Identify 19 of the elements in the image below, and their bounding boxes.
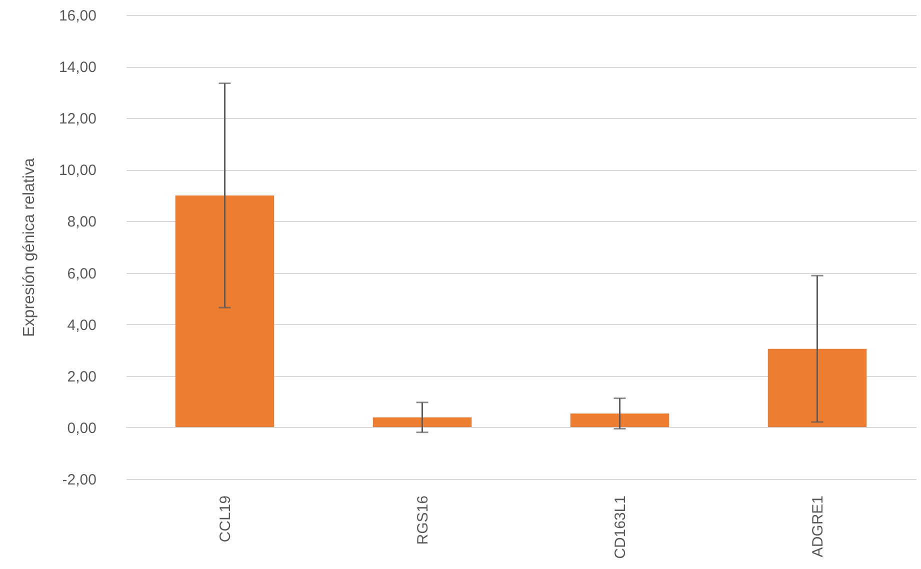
bar	[372, 417, 472, 428]
x-tick-label: CD163L1	[612, 496, 629, 559]
y-tick-label: 2,00	[67, 368, 96, 386]
x-tick-label: CCL19	[216, 496, 234, 542]
y-tick-label: 4,00	[67, 316, 96, 334]
bar	[175, 195, 274, 428]
y-tick-label: 10,00	[58, 162, 96, 180]
y-axis-title: Expresión génica relativa	[20, 158, 38, 337]
y-tick-label: 12,00	[58, 110, 96, 128]
bar	[768, 348, 867, 428]
bar	[570, 414, 670, 428]
y-tick-label: 0,00	[67, 420, 96, 437]
y-tick-label: -2,00	[62, 472, 96, 488]
x-tick-label: RGS16	[414, 496, 432, 545]
y-tick-label: 14,00	[58, 59, 96, 76]
y-tick-label: 8,00	[67, 214, 96, 231]
y-tick-label: 6,00	[67, 265, 96, 282]
x-tick-label: ADGRE1	[809, 496, 826, 558]
y-tick-label: 16,00	[58, 8, 96, 24]
